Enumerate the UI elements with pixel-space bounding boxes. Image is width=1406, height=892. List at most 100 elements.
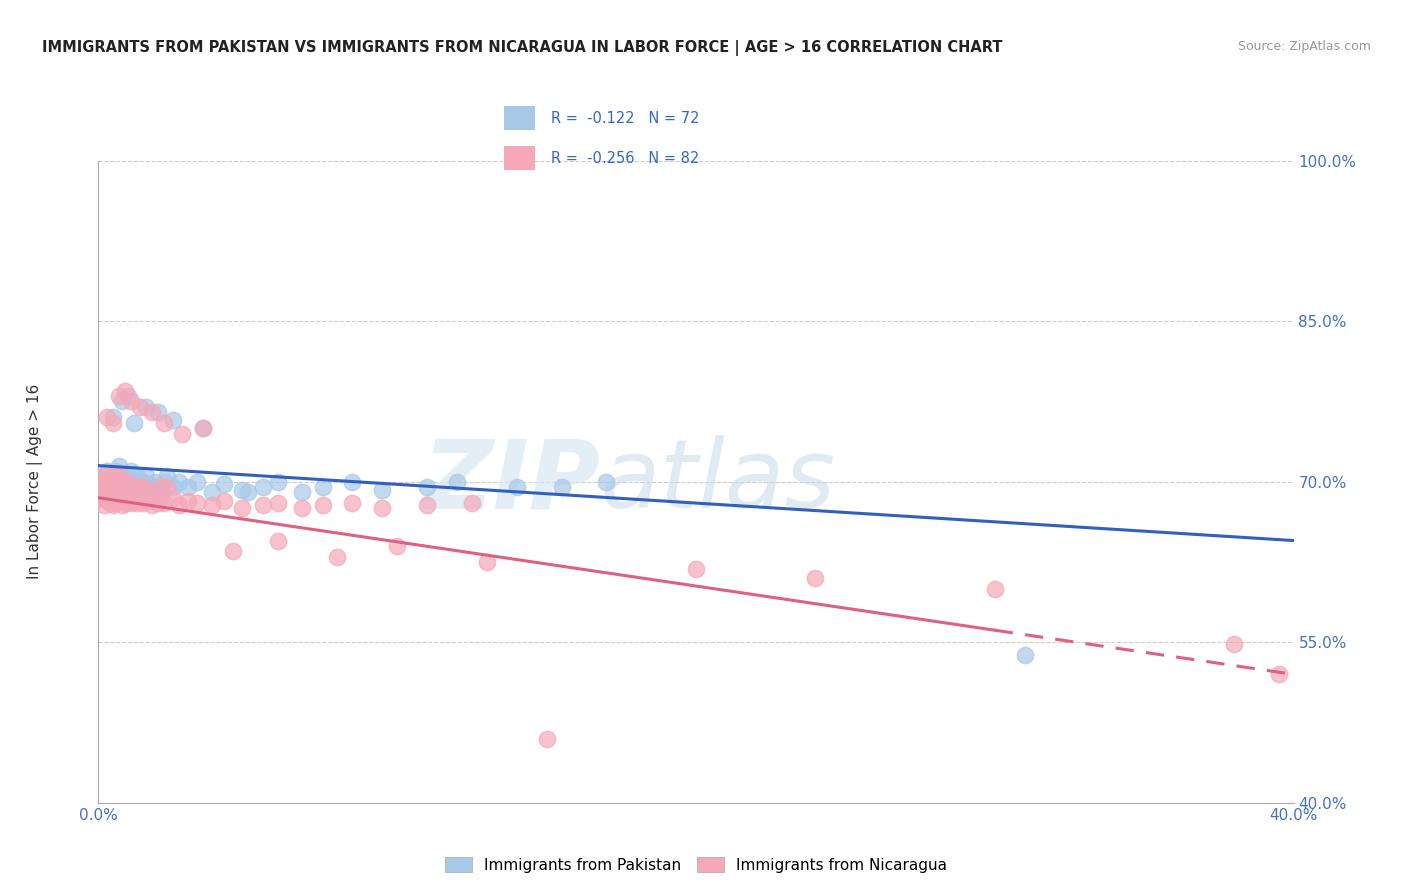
Point xyxy=(385,539,409,553)
Point xyxy=(371,483,394,498)
Point xyxy=(685,562,707,576)
Point xyxy=(267,533,290,548)
Point xyxy=(416,480,439,494)
Point xyxy=(105,464,128,478)
Point xyxy=(267,496,290,510)
Point xyxy=(162,412,184,426)
Point xyxy=(105,496,128,510)
Point xyxy=(177,494,200,508)
Legend: Immigrants from Pakistan, Immigrants from Nicaragua: Immigrants from Pakistan, Immigrants fro… xyxy=(439,850,953,879)
Point xyxy=(804,571,827,585)
Point xyxy=(138,476,160,491)
Point xyxy=(98,496,122,510)
Point xyxy=(135,469,157,483)
Point xyxy=(153,475,176,489)
Point xyxy=(1267,667,1289,681)
Point xyxy=(371,501,394,516)
Point xyxy=(186,475,208,489)
Point xyxy=(148,405,170,419)
Point xyxy=(117,494,139,508)
Point xyxy=(98,475,122,489)
Point xyxy=(124,475,146,489)
Point xyxy=(153,496,176,510)
Point xyxy=(111,476,134,491)
Point xyxy=(93,498,115,512)
Point xyxy=(326,549,349,564)
Point xyxy=(212,476,235,491)
Point xyxy=(114,483,136,498)
Point xyxy=(114,384,136,398)
Point xyxy=(108,483,131,498)
Point xyxy=(124,480,146,494)
Point xyxy=(201,485,224,500)
Point xyxy=(212,494,235,508)
Point xyxy=(135,400,157,414)
Point xyxy=(201,498,224,512)
Point xyxy=(96,480,118,494)
Point xyxy=(167,498,190,512)
Point xyxy=(103,483,125,498)
Text: R =  -0.256   N = 82: R = -0.256 N = 82 xyxy=(551,151,699,166)
Point xyxy=(98,483,122,498)
Point xyxy=(93,491,115,505)
Point xyxy=(90,485,112,500)
Point xyxy=(96,469,118,483)
Point xyxy=(416,498,439,512)
Point xyxy=(252,480,274,494)
Point xyxy=(127,485,149,500)
Point xyxy=(93,475,115,489)
Point xyxy=(127,469,149,483)
Point xyxy=(550,480,572,494)
Point xyxy=(105,475,128,489)
Point xyxy=(177,480,200,494)
Point xyxy=(129,480,152,494)
Point xyxy=(156,480,179,494)
Point xyxy=(98,475,122,489)
Point xyxy=(114,475,136,489)
Point xyxy=(103,483,125,498)
Text: atlas: atlas xyxy=(600,435,835,528)
Point xyxy=(120,496,142,510)
Point xyxy=(96,464,118,478)
Point xyxy=(111,480,134,494)
Point xyxy=(1223,637,1246,651)
Point xyxy=(222,544,245,558)
Point xyxy=(96,491,118,505)
Point xyxy=(267,475,290,489)
Point xyxy=(129,491,152,505)
Point xyxy=(186,496,208,510)
Point xyxy=(96,491,118,505)
Point xyxy=(96,410,118,425)
Point xyxy=(90,476,112,491)
Point xyxy=(141,498,163,512)
Point xyxy=(111,498,134,512)
Point xyxy=(252,498,274,512)
Point xyxy=(236,485,259,500)
Point xyxy=(124,416,146,430)
Text: ZIP: ZIP xyxy=(422,435,600,528)
Point xyxy=(108,458,131,473)
Point xyxy=(103,487,125,501)
Point xyxy=(124,494,146,508)
Point xyxy=(114,480,136,494)
Point xyxy=(111,469,134,483)
Point xyxy=(105,469,128,483)
Point xyxy=(117,480,139,494)
Point xyxy=(90,491,112,505)
Point xyxy=(506,480,529,494)
Point xyxy=(111,394,134,409)
Point xyxy=(290,485,312,500)
Point xyxy=(111,485,134,500)
Point xyxy=(96,480,118,494)
Point xyxy=(124,480,146,494)
Point xyxy=(98,487,122,501)
Point xyxy=(108,494,131,508)
Point xyxy=(141,405,163,419)
Point xyxy=(148,480,170,494)
Point xyxy=(117,487,139,501)
Point xyxy=(117,475,139,489)
Point xyxy=(231,483,253,498)
Point xyxy=(135,494,157,508)
Point xyxy=(191,421,214,435)
Point xyxy=(983,582,1005,596)
